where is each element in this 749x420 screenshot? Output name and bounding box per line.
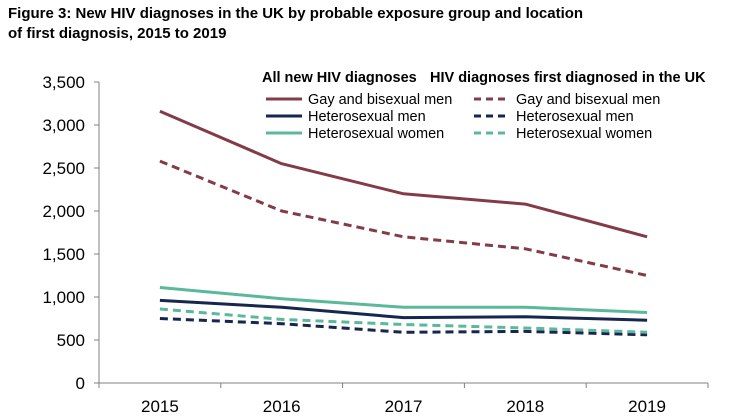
y-tick-label: 2,000 xyxy=(42,202,85,221)
chart-axes: 0 500 1,000 1,500 2,000 2,500 3,000 3,500 2015 20… xyxy=(42,73,709,416)
y-tick-label: 3,500 xyxy=(42,73,85,92)
series-line-all-heterosexual-women xyxy=(159,286,648,314)
x-tick-label: 2016 xyxy=(263,397,301,416)
chart-series-lines xyxy=(159,109,648,337)
legend-label: Heterosexual women xyxy=(308,126,444,142)
x-tick-label: 2019 xyxy=(628,397,666,416)
series-line-first-in-uk-gay-and-bisexual-men xyxy=(159,159,648,277)
x-tick-label: 2015 xyxy=(141,397,179,416)
legend-label: Gay and bisexual men xyxy=(516,92,660,108)
y-tick-label: 1,500 xyxy=(42,245,85,264)
series-line-first-in-uk-heterosexual-women xyxy=(159,307,648,334)
series-line-all-gay-and-bisexual-men xyxy=(159,109,648,239)
legend-label: Gay and bisexual men xyxy=(308,92,452,108)
figure-title-line-2: of first diagnosis, 2015 to 2019 xyxy=(8,25,227,42)
legend-group-header: HIV diagnoses first diagnosed in the UK xyxy=(430,70,706,86)
series-line-all-heterosexual-men xyxy=(159,298,648,322)
y-tick-label: 0 xyxy=(76,374,85,393)
y-tick-label: 500 xyxy=(57,331,85,350)
figure-title: Figure 3: New HIV diagnoses in the UK by… xyxy=(8,4,708,44)
legend-label: Heterosexual men xyxy=(516,109,634,125)
x-tick-label: 2018 xyxy=(506,397,544,416)
x-tick-label: 2017 xyxy=(385,397,423,416)
chart-legend: All new HIV diagnoses HIV diagnoses first… xyxy=(262,70,706,142)
legend-label: Heterosexual women xyxy=(516,126,652,142)
legend-group-header: All new HIV diagnoses xyxy=(262,70,417,86)
figure-title-line-1: Figure 3: New HIV diagnoses in the UK by… xyxy=(8,5,584,22)
y-tick-label: 2,500 xyxy=(42,159,85,178)
y-tick-label: 1,000 xyxy=(42,288,85,307)
legend-label: Heterosexual men xyxy=(308,109,426,125)
series-line-first-in-uk-heterosexual-men xyxy=(159,317,648,337)
y-tick-label: 3,000 xyxy=(42,116,85,135)
